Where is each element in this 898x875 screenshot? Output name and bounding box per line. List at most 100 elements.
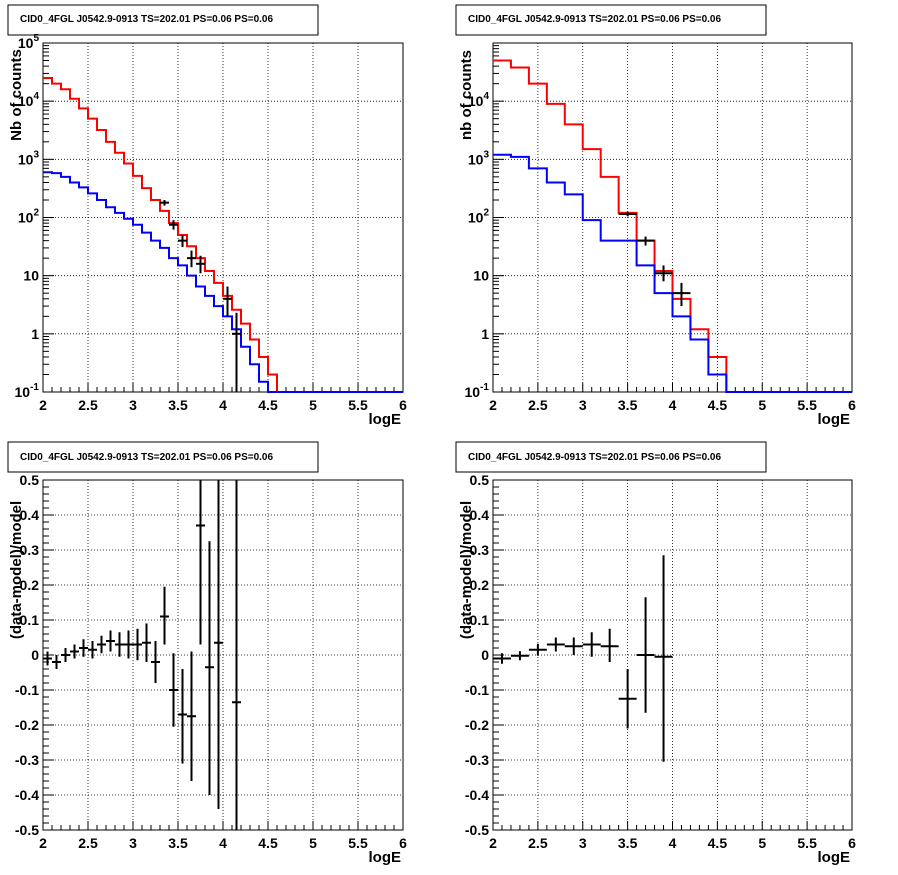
plot1-title-box — [7, 4, 319, 36]
plot2-data-point — [672, 282, 691, 307]
plot3-y-tick-label: -0.3 — [15, 752, 39, 768]
plot3-title: CID0_4FGL J0542.9-0913 TS=202.01 PS=0.06… — [20, 452, 273, 463]
plot1-data-point — [187, 250, 196, 268]
plot3-x-tick-label: 2 — [39, 835, 47, 851]
plot3-data-point — [88, 641, 97, 659]
plot4-y-tick-label: -0.4 — [465, 787, 489, 803]
plot2-x-tick-label: 5 — [758, 397, 766, 413]
plot4-x-tick-label: 4 — [669, 835, 677, 851]
plot4-data-point — [600, 628, 619, 662]
plot1-x-tick-label: 3.5 — [168, 397, 188, 413]
plot1-grid — [43, 43, 403, 392]
plot3-x-tick-label: 3.5 — [168, 835, 188, 851]
plot3-y-tick-label: 0 — [31, 647, 39, 663]
plot2-data-point — [654, 265, 673, 282]
plot3-title-box — [7, 441, 319, 473]
plot1-x-tick-label: 5 — [309, 397, 317, 413]
plot3-y-tick-label: -0.1 — [15, 682, 39, 698]
plot1-model-component-histogram — [43, 171, 403, 393]
plot2-y-tick-label: 1 — [481, 326, 489, 342]
plot4-data-point — [654, 555, 673, 762]
plot3-data-point — [178, 669, 187, 764]
plot3-data-point — [232, 480, 241, 830]
plot1-y-tick-label: 102 — [18, 208, 40, 226]
plot1-x-tick-label: 3 — [129, 397, 137, 413]
plot3-data-point — [124, 630, 133, 659]
plot2-x-tick-label: 5.5 — [797, 397, 817, 413]
plot3-x-tick-label: 4.5 — [258, 835, 278, 851]
plot1-data-points — [160, 199, 241, 392]
plot2-x-tick-label: 3 — [579, 397, 587, 413]
plot2-x-tick-label: 2 — [489, 397, 497, 413]
plot3-y-tick-label: -0.5 — [15, 822, 39, 838]
plot1-data-point — [169, 220, 178, 230]
plot3-data-point — [214, 480, 223, 809]
plot1-title: CID0_4FGL J0542.9-0913 TS=202.01 PS=0.06… — [20, 14, 273, 25]
plot2-y-tick-label: 10 — [473, 268, 489, 284]
plot4-data-point — [546, 637, 565, 652]
plot2-x-tick-label: 3.5 — [618, 397, 638, 413]
plot3-x-tick-label: 3 — [129, 835, 137, 851]
plot4-y-tick-label: 0.4 — [470, 507, 490, 523]
plot4-y-tick-label: 0.3 — [470, 542, 490, 558]
plot4-data-point — [493, 653, 511, 664]
plot4-x-tick-label: 2 — [489, 835, 497, 851]
plot4-grid — [493, 480, 852, 830]
plot3-data-point — [196, 480, 205, 645]
plot4-title: CID0_4FGL J0542.9-0913 TS=202.01 PS=0.06… — [468, 452, 721, 463]
plot1-x-tick-label: 4.5 — [258, 397, 278, 413]
plot4-y-tick-label: 0.5 — [470, 472, 490, 488]
plot2-y-tick-label: 104 — [468, 91, 490, 109]
plot3-y-tick-label: 0.3 — [20, 542, 40, 558]
plot2-y-axis: 10-1 1 10 102 103 104 — [465, 45, 504, 400]
plot4-data-point — [636, 597, 655, 713]
plot-panel-4: CID0_4FGL J0542.9-0913 TS=202.01 PS=0.06… — [455, 441, 856, 866]
plot-panel-3: CID0_4FGL J0542.9-0913 TS=202.01 PS=0.06… — [7, 441, 407, 866]
plot1-x-axis: 2 2.5 3 3.5 4 4.5 5 5.5 6 — [39, 383, 407, 413]
plot2-x-tick-label: 6 — [848, 397, 856, 413]
plot3-y-axis: -0.5 -0.4 -0.3 -0.2 -0.1 0 0.1 0.2 0.3 0.4 0.5 — [15, 472, 54, 838]
plot4-data-point — [564, 637, 583, 655]
plot1-y-axis-label: Nb of counts — [8, 49, 25, 141]
plot3-data-point — [97, 635, 106, 654]
plot1-x-tick-label: 2.5 — [78, 397, 98, 413]
plot3-y-tick-label: 0.2 — [20, 577, 40, 593]
plot3-grid — [43, 480, 403, 830]
plot3-x-axis: 2 2.5 3 3.5 4 4.5 5 5.5 6 — [39, 821, 407, 851]
plot4-y-tick-label: -0.5 — [465, 822, 489, 838]
plot2-data-point — [618, 211, 637, 217]
plot1-data-point — [178, 235, 187, 248]
plot3-data-point — [160, 586, 169, 645]
plot1-x-tick-label: 5.5 — [348, 397, 368, 413]
plot4-title-box — [455, 441, 767, 473]
plot3-data-point — [205, 541, 214, 795]
plot2-y-tick-label: 10-1 — [465, 382, 490, 400]
plot3-x-tick-label: 6 — [399, 835, 407, 851]
plot3-y-tick-label: 0.4 — [20, 507, 40, 523]
plot4-x-tick-label: 5 — [758, 835, 766, 851]
plot2-title: CID0_4FGL J0542.9-0913 TS=202.01 PS=0.06… — [468, 14, 721, 25]
plot4-y-tick-label: -0.2 — [465, 717, 489, 733]
plot3-y-tick-label: -0.4 — [15, 787, 39, 803]
plot1-y-tick-label: 103 — [18, 149, 40, 167]
plot4-data-point — [510, 651, 529, 661]
plot3-data-point — [187, 651, 196, 781]
plot3-data-point — [169, 653, 178, 727]
plot4-data-points — [493, 555, 673, 762]
plot2-x-tick-label: 2.5 — [528, 397, 548, 413]
plot1-x-tick-label: 6 — [399, 397, 407, 413]
plot4-y-tick-label: -0.3 — [465, 752, 489, 768]
plot3-data-point — [70, 644, 79, 659]
plot2-x-tick-label: 4 — [669, 397, 677, 413]
plot4-y-axis: -0.5 -0.4 -0.3 -0.2 -0.1 0 0.1 0.2 0.3 0.4 0.5 — [465, 472, 504, 838]
plot2-model-component-histogram — [493, 153, 852, 393]
plot4-x-tick-label: 3 — [579, 835, 587, 851]
plot1-x-tick-label: 2 — [39, 397, 47, 413]
plot4-x-axis: 2 2.5 3 3.5 4 4.5 5 5.5 6 — [489, 821, 856, 851]
plot4-y-tick-label: 0.2 — [470, 577, 490, 593]
plot4-x-tick-label: 6 — [848, 835, 856, 851]
plot3-data-point — [151, 641, 160, 683]
plot1-data-point — [223, 286, 232, 317]
plot1-data-point — [232, 312, 241, 392]
plot3-data-points — [43, 480, 241, 830]
